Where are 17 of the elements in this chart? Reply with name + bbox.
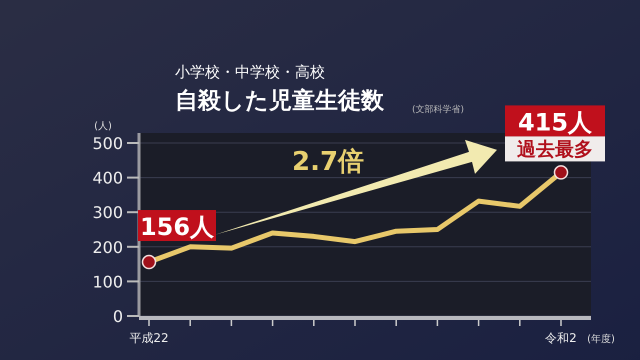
data-label: 156人 [140, 213, 216, 242]
y-tick-label: 300 [92, 203, 123, 222]
annotation: 過去最多 [516, 138, 593, 160]
text: (文部科学省) [412, 104, 464, 115]
y-axis-title: (人) [94, 121, 112, 132]
chart-subtitle: 小学校・中学校・高校 [175, 63, 325, 81]
chart-title: 自殺した児童生徒数 [175, 87, 385, 114]
data-label: 415人 [518, 108, 594, 136]
annotation: 2.7倍 [292, 147, 364, 177]
y-tick-label: 100 [92, 272, 123, 292]
y-tick-label: 400 [92, 168, 123, 188]
y-tick-label: 200 [92, 238, 123, 257]
x-tick-label: 令和2 [545, 331, 577, 345]
x-axis-title: (年度) [587, 333, 615, 345]
x-tick-label: 平成22 [129, 331, 169, 345]
y-tick-label: 0 [112, 307, 123, 326]
y-tick-label: 500 [92, 134, 123, 153]
